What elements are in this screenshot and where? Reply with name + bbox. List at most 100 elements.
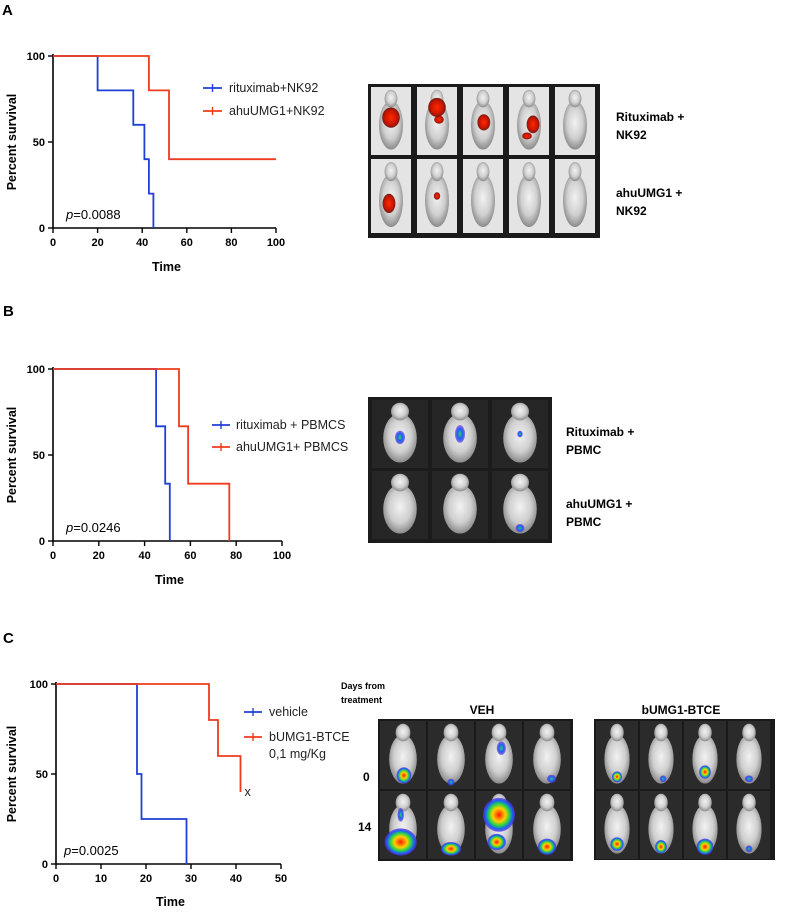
legend-entry-ahuumg1-pbmcs: ahuUMG1+ PBMCS [212, 440, 348, 454]
image-header-line1: Days from [341, 681, 385, 691]
mouse-image [371, 159, 411, 233]
y-axis-title: Percent survival [5, 726, 19, 823]
image-label-line1: ahuUMG1 + [566, 497, 632, 511]
image-header-line2: treatment [341, 695, 382, 705]
mouse-image [371, 87, 411, 155]
mouse-grid [372, 400, 548, 539]
image-label-line1: Rituximab + [566, 425, 634, 439]
legend-entry-bumg1-btce: bUMG1-BTCE 0,1 mg/Kg [244, 730, 350, 761]
mouse-image [372, 471, 428, 539]
group-label-veh: VEH [470, 703, 495, 717]
panel-label-c: C [3, 630, 14, 647]
x-tick-label: 60 [181, 237, 193, 249]
mouse-image [372, 400, 428, 468]
y-axis-title: Percent survival [5, 94, 19, 191]
mouse-image [432, 400, 488, 468]
panel-b: B 0 50 100 0 20 40 60 80 100 Time Percent survival… [3, 303, 634, 587]
legend-label: ahuUMG1+ PBMCS [236, 440, 348, 454]
x-tick-label: 20 [93, 550, 105, 562]
x-tick-label: 100 [267, 237, 285, 249]
mouse-grid [596, 721, 770, 859]
x-axis-title: Time [152, 260, 181, 274]
legend-label: vehicle [269, 705, 308, 719]
mouse-image [417, 87, 457, 155]
p-value: p=0.0088 [65, 207, 121, 222]
x-tick-label: 30 [185, 873, 197, 885]
mouse-image [492, 471, 548, 539]
x-tick-label: 100 [273, 550, 291, 562]
x-tick-label: 0 [50, 550, 56, 562]
mouse-image [509, 159, 549, 233]
mouse-image [417, 159, 457, 233]
mouse-image [428, 721, 474, 789]
mouse-image [428, 791, 474, 859]
mouse-image [476, 721, 522, 789]
mouse-image [684, 791, 726, 859]
y-tick-label: 50 [33, 450, 45, 462]
survival-curve-control [56, 683, 188, 864]
survival-curve-treatment [53, 368, 231, 541]
mouse-images-c-veh [378, 719, 573, 861]
x-tick-label: 80 [225, 237, 237, 249]
mouse-image [596, 721, 638, 789]
image-label-line2: NK92 [616, 204, 647, 218]
survival-chart-c: 0 50 100 0 10 20 30 40 50 Time Percent survival p=0… [5, 679, 287, 909]
legend-entry-rituximab-pbmcs: rituximab + PBMCS [212, 418, 345, 432]
mouse-images-c-bumg1 [594, 719, 775, 860]
survival-curve-control [53, 55, 155, 228]
x-tick-label: 0 [53, 873, 59, 885]
legend-entry-rituximab-nk92: rituximab+NK92 [203, 81, 318, 95]
y-tick-label: 100 [27, 364, 45, 376]
legend-label: bUMG1-BTCE 0,1 mg/Kg [269, 730, 350, 761]
mouse-images-a [368, 84, 600, 238]
group-label-bumg1-btce: bUMG1-BTCE [642, 703, 721, 717]
mouse-image [380, 791, 426, 859]
legend-label: ahuUMG1+NK92 [229, 104, 325, 118]
mouse-image [524, 791, 570, 859]
mouse-images-b [368, 397, 552, 543]
mouse-image [380, 721, 426, 789]
p-value: p=0.0025 [63, 843, 119, 858]
x-tick-label: 10 [95, 873, 107, 885]
y-tick-label: 100 [27, 51, 45, 63]
image-label-line2: NK92 [616, 128, 647, 142]
y-tick-label: 0 [39, 223, 45, 235]
legend-a: rituximab+NK92 ahuUMG1+NK92 [203, 81, 325, 118]
mouse-image [476, 791, 522, 859]
mouse-image [463, 159, 503, 233]
x-tick-label: 20 [140, 873, 152, 885]
mouse-image [463, 87, 503, 155]
x-tick-label: 40 [230, 873, 242, 885]
image-label-line2: PBMC [566, 443, 602, 457]
mouse-image [728, 721, 770, 789]
y-axis-title: Percent survival [5, 407, 19, 504]
mouse-image [492, 400, 548, 468]
legend-label: rituximab + PBMCS [236, 418, 345, 432]
mouse-image [555, 159, 595, 233]
y-tick-label: 50 [36, 769, 48, 781]
y-tick-label: 50 [33, 137, 45, 149]
survival-chart-b: 0 50 100 0 20 40 60 80 100 Time Percent survival p=… [5, 364, 291, 587]
panel-c: C 0 50 100 0 10 20 30 40 50 Time Percent survival p… [3, 630, 775, 909]
legend-label: rituximab+NK92 [229, 81, 318, 95]
mouse-image [684, 721, 726, 789]
y-tick-label: 0 [39, 536, 45, 548]
survival-curve-treatment [53, 55, 276, 161]
x-tick-label: 40 [136, 237, 148, 249]
mouse-row-bottom [371, 159, 595, 233]
mouse-image [509, 87, 549, 155]
mouse-image [596, 791, 638, 859]
image-label-line2: PBMC [566, 515, 602, 529]
mouse-image [640, 721, 682, 789]
mouse-image [555, 87, 595, 155]
legend-entry-vehicle: vehicle [244, 705, 308, 719]
mouse-image [728, 791, 770, 859]
mouse-image [524, 721, 570, 789]
x-tick-label: 0 [50, 237, 56, 249]
x-tick-label: 40 [138, 550, 150, 562]
survival-curve-control [53, 368, 171, 541]
legend-c: vehicle bUMG1-BTCE 0,1 mg/Kg [244, 705, 350, 761]
p-value: p=0.0246 [65, 520, 121, 535]
legend-b: rituximab + PBMCS ahuUMG1+ PBMCS [212, 418, 348, 454]
